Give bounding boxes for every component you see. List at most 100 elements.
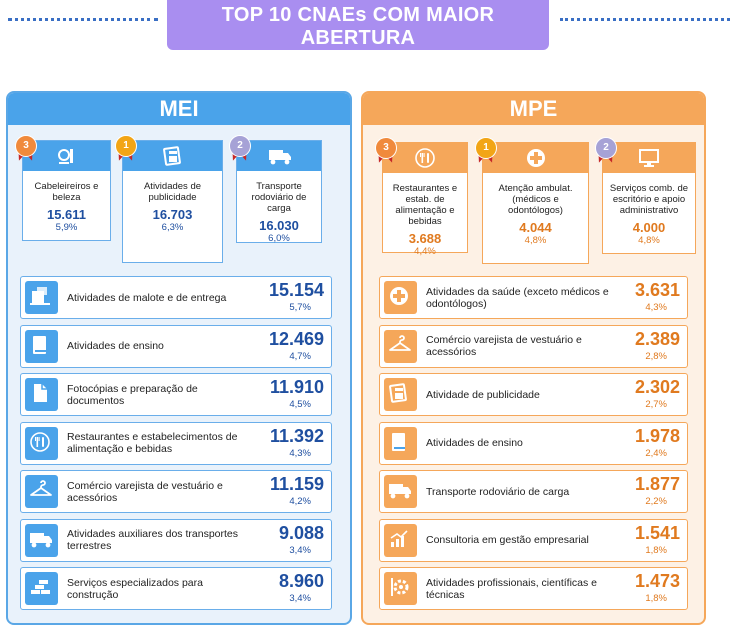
mei-list-icon-box [25, 378, 58, 411]
mei-list-item: Atividades auxiliares dos transportes te… [20, 518, 332, 562]
mpe-podium-card-header [383, 143, 467, 173]
bronze-medal-icon: 3 [14, 135, 37, 163]
mei-podium-card: Atividades de publicidade 16.703 6,3% [122, 140, 223, 263]
mei-podium-label: Cabeleireiros e beleza [34, 181, 99, 203]
title-banner: TOP 10 CNAEs COM MAIOR ABERTURA SETEMBRO… [167, 0, 549, 67]
mei-list-percent: 4,7% [289, 350, 311, 362]
mei-list-label: Fotocópias e preparação de documentos [67, 382, 198, 407]
mei-list-icon-box [25, 329, 58, 363]
mpe-list-label: Atividades da saúde (exceto médicos e od… [426, 285, 609, 310]
mei-list-icon-box [25, 523, 58, 557]
mpe-list-value: 2.302 [634, 377, 680, 397]
mpe-podium-percent: 4,8% [524, 235, 547, 246]
mei-list-label: Restaurantes e estabelecimentos de alime… [67, 431, 238, 455]
medal-rank: 2 [229, 135, 251, 157]
mpe-panel-title: MPE [363, 93, 704, 125]
page-subtitle: SETEMBRO DE 2024 [297, 56, 419, 67]
mei-list-item: Restaurantes e estabelecimentos de alime… [20, 421, 332, 465]
gold-medal-icon: 1 [474, 137, 497, 165]
medal-rank: 1 [475, 137, 497, 159]
mei-list-label: Serviços especializados para construção [67, 576, 203, 601]
mpe-list-value: 1.877 [634, 474, 680, 494]
mpe-podium-card: Atenção ambulat. (médicos e odontólogos)… [482, 142, 589, 264]
mpe-list-item: Atividades profissionais, científicas e … [379, 567, 688, 610]
mpe-podium-card: Serviços comb. de escritório e apoio adm… [602, 142, 696, 254]
mei-list-percent: 4,2% [289, 496, 311, 507]
mei-list-label: Comércio varejista de vestuário e acessó… [67, 479, 223, 504]
mei-list-icon-box [25, 426, 58, 460]
mei-list-value: 11.392 [269, 425, 324, 446]
mpe-list-item: Transporte rodoviário de carga 1.877 2,2% [379, 470, 688, 513]
mpe-list-item: Atividades de ensino 1.978 2,4% [379, 421, 688, 465]
mei-podium-card-header [123, 141, 222, 171]
mei-podium-card: Cabeleireiros e beleza 15.611 5,9% [22, 140, 111, 241]
mei-list-value: 9.088 [278, 522, 324, 543]
mpe-list-percent: 4,3% [645, 302, 667, 313]
mpe-list-item: Atividade de publicidade 2.302 2,7% [379, 373, 688, 416]
mei-list-icon-box [25, 281, 58, 314]
mei-list-icon-box [25, 572, 58, 605]
mpe-podium-label: Restaurantes e estab. de alimentação e b… [392, 183, 458, 227]
mei-podium-label: Atividades de publicidade [143, 181, 202, 203]
dotted-line-left [8, 18, 158, 21]
mei-podium-percent: 5,9% [55, 222, 78, 233]
dotted-line-right [560, 18, 730, 21]
mei-list-value: 8.960 [278, 571, 324, 591]
mei-list-icon-box [25, 475, 58, 508]
gold-medal-icon: 1 [114, 135, 137, 163]
mpe-list-label: Transporte rodoviário de carga [426, 485, 570, 498]
mpe-list-icon-box [384, 281, 417, 314]
mpe-list-icon-box [384, 329, 417, 363]
mei-podium-value: 15.611 [46, 207, 87, 222]
mpe-podium-value: 4.000 [632, 220, 666, 235]
mpe-list-icon-box [384, 378, 417, 411]
medal-rank: 1 [115, 135, 137, 157]
mpe-podium-label: Atenção ambulat. (médicos e odontólogos) [498, 183, 573, 216]
mpe-list-item: Consultoria em gestão empresarial 1.541 1,… [379, 518, 688, 562]
mei-podium-card-header [23, 141, 110, 171]
page-title: TOP 10 CNAEs COM MAIOR ABERTURA [221, 4, 495, 49]
mpe-list-label: Consultoria em gestão empresarial [426, 534, 589, 546]
mei-list-value: 11.159 [269, 474, 324, 494]
silver-medal-icon: 2 [594, 137, 617, 165]
mei-list-value: 15.154 [268, 280, 324, 300]
mpe-list-value: 3.631 [634, 280, 680, 300]
mpe-list-icon-box [384, 475, 417, 508]
mpe-podium-percent: 4,4% [414, 246, 436, 257]
mpe-podium-label: Serviços comb. de escritório e apoio adm… [609, 183, 689, 216]
mpe-podium-percent: 4,8% [638, 235, 660, 246]
mei-list-label: Atividades de malote e de entrega [67, 291, 227, 304]
mpe-list-value: 1.978 [634, 425, 680, 446]
mpe-list-value: 1.473 [634, 571, 680, 591]
mpe-list-item: Atividades da saúde (exceto médicos e od… [379, 276, 688, 319]
mei-podium-value: 16.703 [152, 207, 193, 222]
mei-podium-percent: 6,3% [161, 222, 184, 233]
mpe-list-percent: 1,8% [645, 593, 667, 604]
mei-podium-card-header [237, 141, 321, 171]
mei-list-item: Comércio varejista de vestuário e acessó… [20, 470, 332, 513]
mpe-podium-card-header [483, 143, 588, 173]
mpe-list-percent: 2,4% [645, 447, 667, 459]
mpe-list-icon-box [384, 426, 417, 460]
mei-list-percent: 3,4% [289, 593, 311, 604]
mei-list-item: Atividades de malote e de entrega 15.154 5… [20, 276, 332, 319]
mpe-list-label: Atividades de ensino [426, 437, 523, 449]
mpe-list-percent: 2,8% [645, 350, 667, 362]
mei-list-label: Atividades auxiliares dos transportes te… [67, 528, 239, 552]
mei-panel: MEI Cabeleireiros e beleza 15.611 5,9% 3 Ati… [6, 91, 352, 625]
mpe-list-percent: 2,7% [645, 399, 667, 410]
medal-rank: 2 [595, 137, 617, 159]
mpe-list-label: Atividades profissionais, científicas e … [426, 576, 597, 601]
mei-list-percent: 4,3% [289, 447, 311, 459]
mpe-list-icon-box [384, 523, 417, 557]
mpe-podium-card: Restaurantes e estab. de alimentação e b… [382, 142, 468, 257]
mei-podium-label: Transporte rodoviário de carga [251, 181, 307, 214]
mei-podium-card: Transporte rodoviário de carga 16.030 6,0% [236, 140, 322, 244]
mei-list-percent: 4,5% [289, 399, 311, 410]
mpe-panel: MPE Restaurantes e estab. de alimentação… [361, 91, 706, 625]
medal-rank: 3 [375, 137, 397, 159]
mei-panel-title: MEI [8, 93, 350, 125]
silver-medal-icon: 2 [228, 135, 251, 163]
mpe-list-percent: 1,8% [645, 544, 667, 556]
medal-rank: 3 [15, 135, 37, 157]
